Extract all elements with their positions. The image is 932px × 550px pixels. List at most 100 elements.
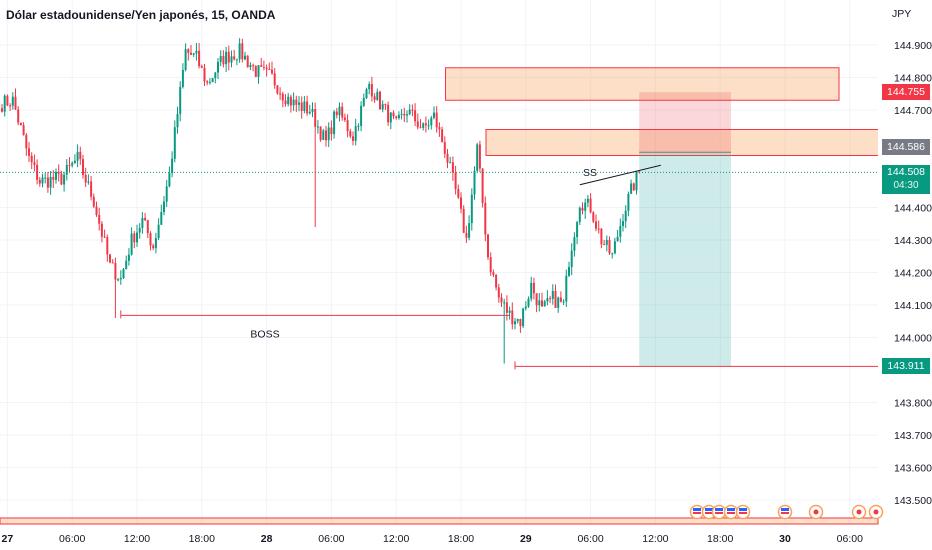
flag-stripe-icon [739,512,747,514]
candle-body [451,162,454,173]
candle-body [414,110,417,122]
candle-body [438,127,441,130]
y-tick-label: 144.900 [894,40,932,52]
candle-body [214,72,217,79]
candle-body [9,105,12,107]
candle-body [605,240,608,245]
y-tick-label: 144.700 [894,105,932,117]
candle-body [379,91,381,110]
y-tick-label: 144.300 [894,235,932,247]
candle-body [557,297,560,308]
x-tick-label: 12:00 [383,533,409,545]
candle-body [549,298,552,300]
candle-body [100,223,103,237]
candle-body [495,274,498,288]
chart-title: Dólar estadounidense/Yen japonés, 15, OA… [6,8,276,22]
candle-body [49,176,52,188]
time-axis: 27 06:00 12:00 18:00 28 06:00 12:00 18:00 29 06:0… [0,525,878,550]
candle-body [273,73,276,86]
candle-body [554,291,557,308]
candle-body [211,78,214,83]
flag-stripe-icon [781,508,789,511]
candle-body [424,123,427,126]
candle-body [6,95,9,106]
candle-body [303,101,306,111]
price-label-last: 144.508 04:30 [882,165,930,195]
candle-body [95,206,98,215]
candle-body [276,85,279,94]
candle-body [500,297,503,303]
supply-zone [445,67,840,101]
candle-body [325,130,327,141]
candle-body [176,113,179,128]
candle-body [389,112,392,123]
candle-body [338,106,341,116]
candle-body [82,159,84,175]
stop-loss-area [639,92,731,153]
candle-body [416,121,419,128]
candle-body [387,104,390,123]
candle-body [519,318,522,327]
candle-body [138,227,141,233]
candle-body [384,104,387,106]
candle-body [476,144,479,171]
candle-body [241,43,244,60]
candle-body [292,99,295,106]
candle-body [103,236,106,238]
flag-stripe-icon [727,508,735,511]
candle-body [400,113,403,115]
flag-stripe-icon [739,508,747,511]
candle-body [203,67,206,82]
candle-body [600,228,603,245]
x-tick-label: 30 [779,533,791,545]
candle-body [446,153,449,163]
candle-body [136,232,138,243]
candle-body [462,208,465,233]
candle-body [144,217,147,221]
candle-body [433,112,435,118]
x-tick-label: 18:00 [448,533,474,545]
candle-body [133,233,136,243]
candle-body [578,207,581,223]
candle-body [343,117,346,121]
candle-body [522,308,525,327]
candle-body [254,66,257,77]
candle-body [238,43,241,60]
candle-body [249,65,252,68]
candle-body [173,127,176,159]
candle-body [484,202,487,235]
candle-body [397,114,400,119]
candle-body [68,164,71,166]
candle-body [165,186,168,202]
candle-body [127,254,130,261]
candle-body [36,164,39,180]
candle-body [319,126,322,140]
candle-body [171,158,174,174]
y-tick-label: 144.200 [894,268,932,280]
candle-body [411,109,414,111]
candle-body [92,196,95,207]
candle-body [511,310,514,325]
x-tick-label: 18:00 [707,533,733,545]
flag-stripe-icon [693,508,701,511]
candle-body [90,181,93,197]
candle-body [470,194,473,224]
candle-body [478,144,481,169]
candle-body [198,50,201,67]
candle-body [570,250,573,267]
candle-body [109,254,111,263]
candle-body [1,108,3,112]
candle-body [352,136,354,141]
candle-body [289,96,292,106]
candle-body [516,318,519,322]
candle-body [87,181,90,183]
candle-body [168,173,171,187]
candle-body [527,298,530,307]
candle-body [200,66,203,68]
candle-body [622,221,624,227]
candle-body [449,162,452,164]
candle-body [246,55,249,68]
candle-body [44,177,47,179]
x-tick-label: 12:00 [124,533,150,545]
